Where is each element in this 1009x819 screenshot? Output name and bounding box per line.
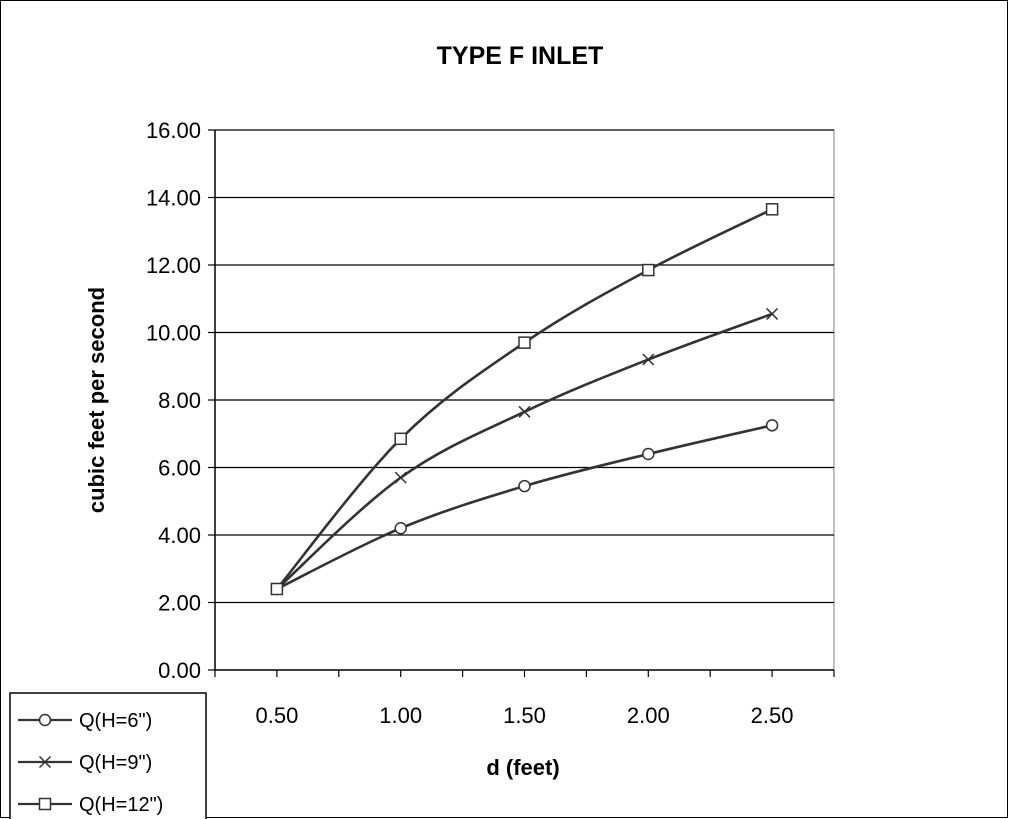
data-point-x bbox=[642, 353, 655, 366]
x-tick-labels: 0.50 1.00 1.50 2.00 2.50 bbox=[255, 703, 793, 728]
y-tick-label: 0.00 bbox=[158, 658, 201, 683]
data-point-circle bbox=[518, 479, 531, 493]
legend-marker-x bbox=[38, 755, 52, 769]
x-axis-label: d (feet) bbox=[486, 755, 559, 780]
x-tick-label: 1.50 bbox=[503, 703, 546, 728]
legend-entry: Q(H=9") bbox=[79, 752, 152, 774]
data-point-square bbox=[765, 203, 779, 216]
y-axis-label: cubic feet per second bbox=[84, 287, 109, 513]
data-point-circle bbox=[394, 522, 407, 535]
y-tick-label: 16.00 bbox=[146, 118, 201, 143]
y-tick-label: 8.00 bbox=[158, 388, 201, 413]
data-point-square bbox=[270, 582, 284, 596]
y-tick-labels: 0.00 2.00 4.00 6.00 8.00 10.00 12.00 14.00 16.00 bbox=[146, 118, 201, 683]
legend-entry: Q(H=12") bbox=[79, 794, 163, 816]
series-2 bbox=[270, 307, 779, 596]
series-3 bbox=[270, 203, 779, 596]
y-tick-label: 4.00 bbox=[158, 523, 201, 548]
chart-title: TYPE F INLET bbox=[437, 42, 604, 70]
data-point-square bbox=[642, 263, 655, 277]
y-tick-label: 10.00 bbox=[146, 321, 201, 346]
axes bbox=[208, 129, 835, 677]
series-layer bbox=[270, 203, 779, 596]
data-point-circle bbox=[642, 447, 655, 461]
data-point-square bbox=[518, 336, 531, 349]
data-point-x bbox=[766, 307, 779, 320]
y-tick-label: 14.00 bbox=[146, 186, 201, 211]
x-tick-label: 2.50 bbox=[751, 703, 794, 728]
legend-marker-circle bbox=[38, 713, 52, 727]
gridlines bbox=[215, 129, 834, 604]
data-point-x bbox=[518, 405, 531, 418]
legend-marker-square bbox=[38, 797, 52, 811]
legend-entry: Q(H=6") bbox=[79, 710, 152, 732]
y-tick-label: 2.00 bbox=[158, 591, 201, 616]
x-tick-label: 1.00 bbox=[379, 703, 422, 728]
data-point-x bbox=[394, 471, 407, 484]
x-tick-label: 0.50 bbox=[255, 703, 298, 728]
y-tick-label: 6.00 bbox=[158, 456, 201, 481]
y-tick-label: 12.00 bbox=[146, 253, 201, 278]
data-point-circle bbox=[765, 419, 779, 432]
data-point-square bbox=[394, 432, 407, 446]
x-tick-label: 2.00 bbox=[627, 703, 670, 728]
legend: Q(H=6") Q(H=9") Q(H=12") bbox=[9, 692, 207, 819]
